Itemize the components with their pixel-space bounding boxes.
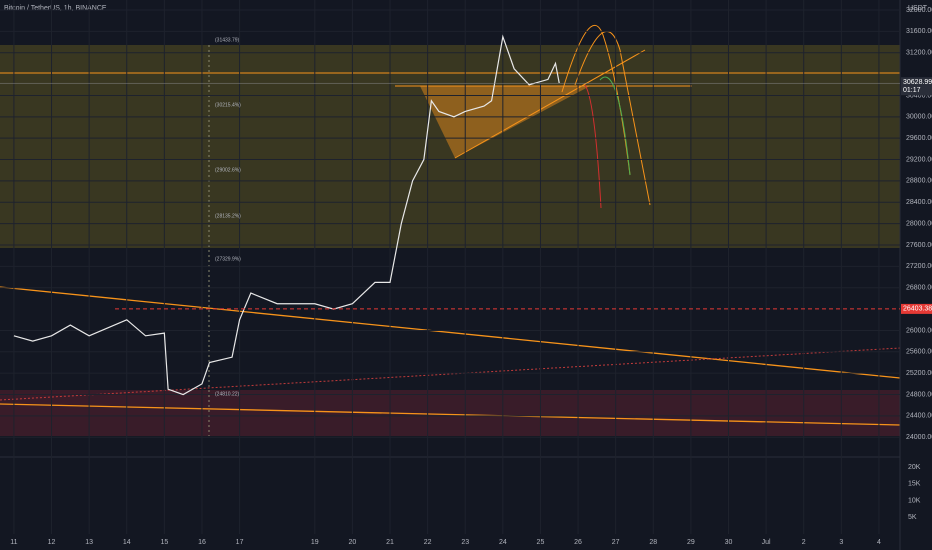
- x-tick-label: 16: [198, 539, 206, 546]
- y-tick-label: 29200.00: [906, 156, 932, 163]
- projection: [574, 31, 651, 206]
- x-tick-label: 13: [85, 539, 93, 546]
- last-price-tag: [901, 77, 932, 96]
- y-tick-label: 26000.00: [906, 327, 932, 334]
- volume-tick-label: 20K: [908, 464, 921, 471]
- projection: [584, 84, 602, 209]
- y-tick-label: 28800.00: [906, 178, 932, 185]
- volume-tick-label: 5K: [908, 514, 917, 521]
- x-tick-label: Jul: [762, 539, 771, 546]
- level-price-tag: [901, 303, 932, 314]
- y-tick-label: 29600.00: [906, 135, 932, 142]
- last-price-label: 30628.99: [903, 79, 932, 86]
- trend-line: [0, 286, 901, 379]
- y-tick-label: 27600.00: [906, 242, 932, 249]
- volume-tick-label: 10K: [908, 497, 921, 504]
- y-tick-label: 25600.00: [906, 349, 932, 356]
- y-tick-label: 26800.00: [906, 285, 932, 292]
- demand-zone: [0, 390, 900, 436]
- level-note: (27329.9%): [215, 257, 241, 263]
- projection: [599, 76, 631, 176]
- level-note: (29002.6%): [215, 167, 241, 173]
- triangle-bottom: [454, 49, 646, 159]
- level-note: (31433.79): [215, 38, 240, 44]
- x-tick-label: 3: [839, 539, 843, 546]
- x-tick-label: 20: [349, 539, 357, 546]
- y-tick-label: 31600.00: [906, 28, 932, 35]
- level-price-label: 26403.38: [903, 306, 932, 313]
- y-tick-label: 30400.00: [906, 92, 932, 99]
- y-tick-label: 31200.00: [906, 50, 932, 57]
- x-tick-label: 21: [386, 539, 394, 546]
- supply-zone: [0, 45, 900, 248]
- y-tick-label: 24800.00: [906, 391, 932, 398]
- countdown-label: 01:17: [903, 87, 921, 94]
- level-note: (28135.2%): [215, 214, 241, 220]
- x-tick-label: 23: [461, 539, 469, 546]
- x-tick-label: 11: [10, 539, 17, 546]
- x-tick-label: 15: [160, 539, 168, 546]
- x-tick-label: 30: [725, 539, 733, 546]
- y-axis-unit: USDT: [908, 5, 928, 12]
- x-tick-label: 24: [499, 539, 507, 546]
- x-tick-label: 25: [537, 539, 545, 546]
- y-tick-label: 28000.00: [906, 220, 932, 227]
- y-tick-label: 24000.00: [906, 434, 932, 441]
- x-tick-label: 17: [236, 539, 244, 546]
- y-tick-label: 24400.00: [906, 413, 932, 420]
- volume-tick-label: 15K: [908, 481, 921, 488]
- x-tick-label: 2: [802, 539, 806, 546]
- x-tick-label: 14: [123, 539, 131, 546]
- x-tick-label: 12: [48, 539, 56, 546]
- x-tick-label: 22: [424, 539, 432, 546]
- x-tick-label: 19: [311, 539, 319, 546]
- y-tick-label: 32000.00: [906, 7, 932, 14]
- x-tick-label: 29: [687, 539, 695, 546]
- y-tick-label: 25200.00: [906, 370, 932, 377]
- trend-line: [0, 403, 901, 426]
- x-tick-label: 27: [612, 539, 620, 546]
- level-note: (30215.4%): [215, 103, 241, 109]
- level-note: (24810.22): [215, 391, 240, 397]
- y-tick-label: 28400.00: [906, 199, 932, 206]
- y-tick-label: 30000.00: [906, 114, 932, 121]
- x-tick-label: 26: [574, 539, 582, 546]
- chart-title: Bitcoin / TetherUS, 1h, BINANCE: [4, 5, 107, 12]
- x-tick-label: 28: [649, 539, 657, 546]
- price-line: [13, 34, 560, 396]
- triangle: [420, 86, 590, 158]
- y-tick-label: 27200.00: [906, 263, 932, 270]
- x-tick-label: 4: [877, 539, 881, 546]
